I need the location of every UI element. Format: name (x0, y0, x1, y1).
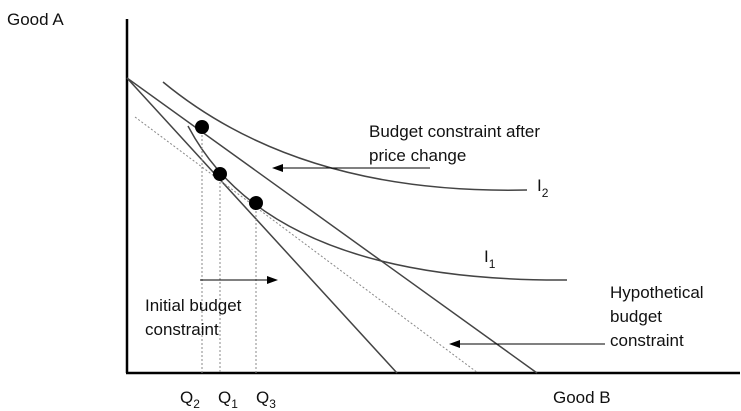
initial-budget-line (126, 77, 398, 374)
equilibrium-point-q2 (195, 120, 209, 134)
annotation-initial-budget: Initial budget constraint (145, 296, 246, 339)
y-axis-label: Good A (7, 10, 64, 29)
annotation-hypothetical-budget: Hypothetical budget constraint (610, 283, 708, 350)
indifference-curve-i2 (162, 81, 528, 191)
indifference-curve-i1 (187, 125, 568, 281)
equilibrium-point-q3 (249, 196, 263, 210)
label-i1: I1 (484, 247, 496, 271)
label-i2: I2 (537, 176, 549, 200)
arrowhead-hypothetical (449, 340, 460, 348)
annotation-after-price-change: Budget constraint after price change (369, 122, 545, 165)
x-axis-label: Good B (553, 388, 611, 407)
label-q1: Q1 (218, 388, 238, 411)
label-q3: Q3 (256, 388, 276, 411)
hypothetical-budget-line (134, 116, 479, 374)
equilibrium-point-q1 (213, 167, 227, 181)
arrowhead-after-price-change (272, 164, 283, 172)
arrowhead-initial (267, 276, 278, 284)
label-q2: Q2 (180, 388, 200, 411)
